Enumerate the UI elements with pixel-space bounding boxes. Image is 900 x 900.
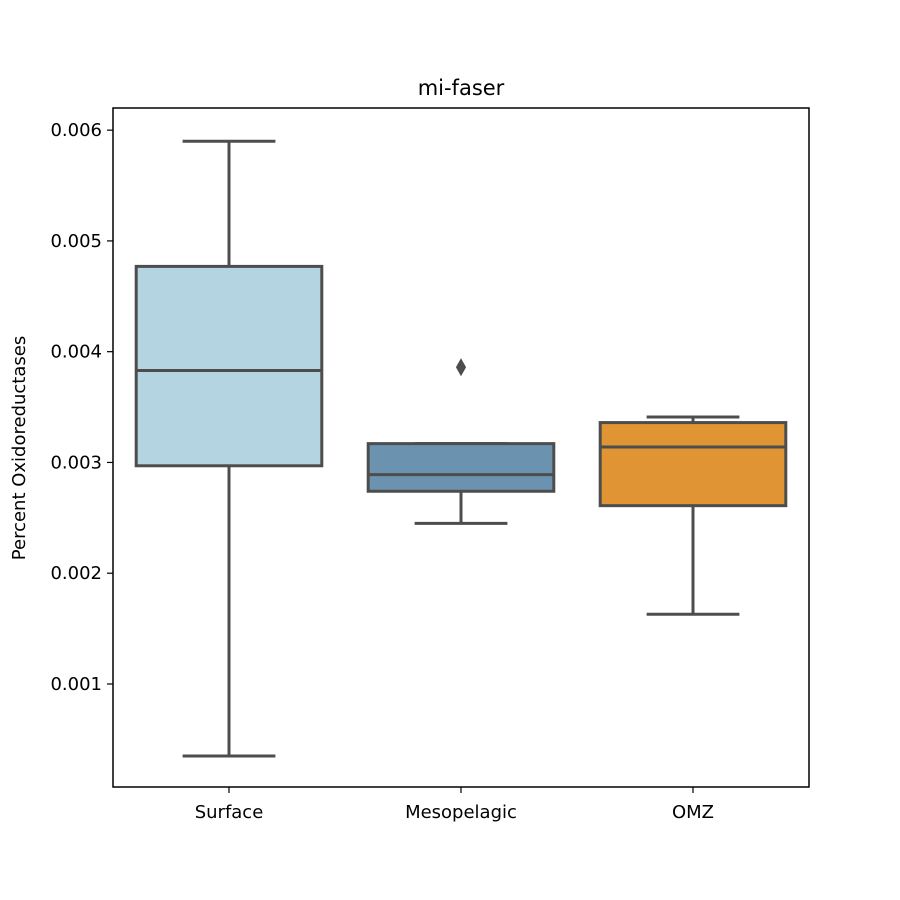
x-tick-label: OMZ bbox=[672, 802, 714, 823]
box-mesopelagic bbox=[366, 358, 556, 525]
y-tick-label: 0.002 bbox=[50, 563, 102, 584]
y-tick-label: 0.006 bbox=[50, 120, 102, 141]
chart-title: mi-faser bbox=[418, 76, 505, 100]
iqr-box bbox=[598, 421, 788, 508]
y-tick-label: 0.004 bbox=[50, 342, 102, 363]
y-tick-label: 0.001 bbox=[50, 674, 102, 695]
y-tick-label: 0.003 bbox=[50, 452, 102, 473]
iqr-box bbox=[366, 442, 556, 493]
y-tick-label: 0.005 bbox=[50, 231, 102, 252]
x-tick-label: Mesopelagic bbox=[405, 802, 517, 823]
y-axis-label: Percent Oxidoreductases bbox=[9, 336, 30, 560]
iqr-box bbox=[134, 264, 324, 468]
box-omz bbox=[598, 415, 788, 616]
box-surface bbox=[134, 139, 324, 758]
plot-area bbox=[134, 139, 788, 758]
outlier-point bbox=[455, 358, 467, 377]
x-tick-label: Surface bbox=[195, 802, 264, 823]
